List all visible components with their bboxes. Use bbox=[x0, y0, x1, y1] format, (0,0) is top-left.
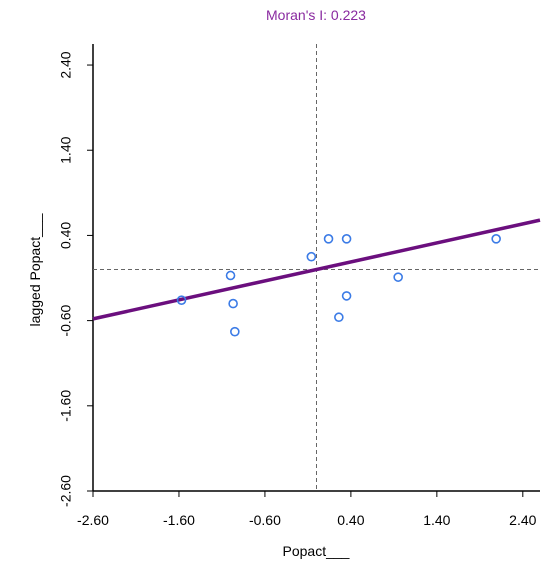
point bbox=[341, 234, 352, 244]
point bbox=[393, 272, 403, 282]
y-tick-label: 2.40 bbox=[58, 51, 74, 78]
y-axis-label: lagged Popact___ bbox=[27, 213, 43, 326]
chart-title: Moran's I: 0.223 bbox=[266, 7, 366, 23]
y-tick-label: -2.60 bbox=[58, 475, 74, 507]
point bbox=[323, 234, 334, 244]
y-tick-label: -0.60 bbox=[58, 304, 74, 336]
point bbox=[341, 291, 352, 301]
point bbox=[306, 251, 317, 262]
point bbox=[491, 234, 501, 244]
y-tick-label: 0.40 bbox=[58, 222, 74, 249]
point bbox=[228, 298, 238, 309]
x-axis-label: Popact___ bbox=[283, 543, 350, 559]
y-tick-label: -1.60 bbox=[58, 390, 74, 422]
point bbox=[225, 270, 236, 281]
point bbox=[334, 312, 344, 323]
x-tick-label: -2.60 bbox=[77, 512, 109, 528]
x-tick-label: -0.60 bbox=[249, 512, 281, 528]
point bbox=[230, 326, 240, 337]
x-tick-label: 1.40 bbox=[423, 512, 450, 528]
x-tick-label: -1.60 bbox=[163, 512, 195, 528]
y-tick-label: 1.40 bbox=[58, 136, 74, 163]
x-tick-label: 0.40 bbox=[337, 512, 364, 528]
point bbox=[176, 295, 187, 305]
regression-line bbox=[92, 218, 541, 321]
x-tick-label: 2.40 bbox=[509, 512, 536, 528]
